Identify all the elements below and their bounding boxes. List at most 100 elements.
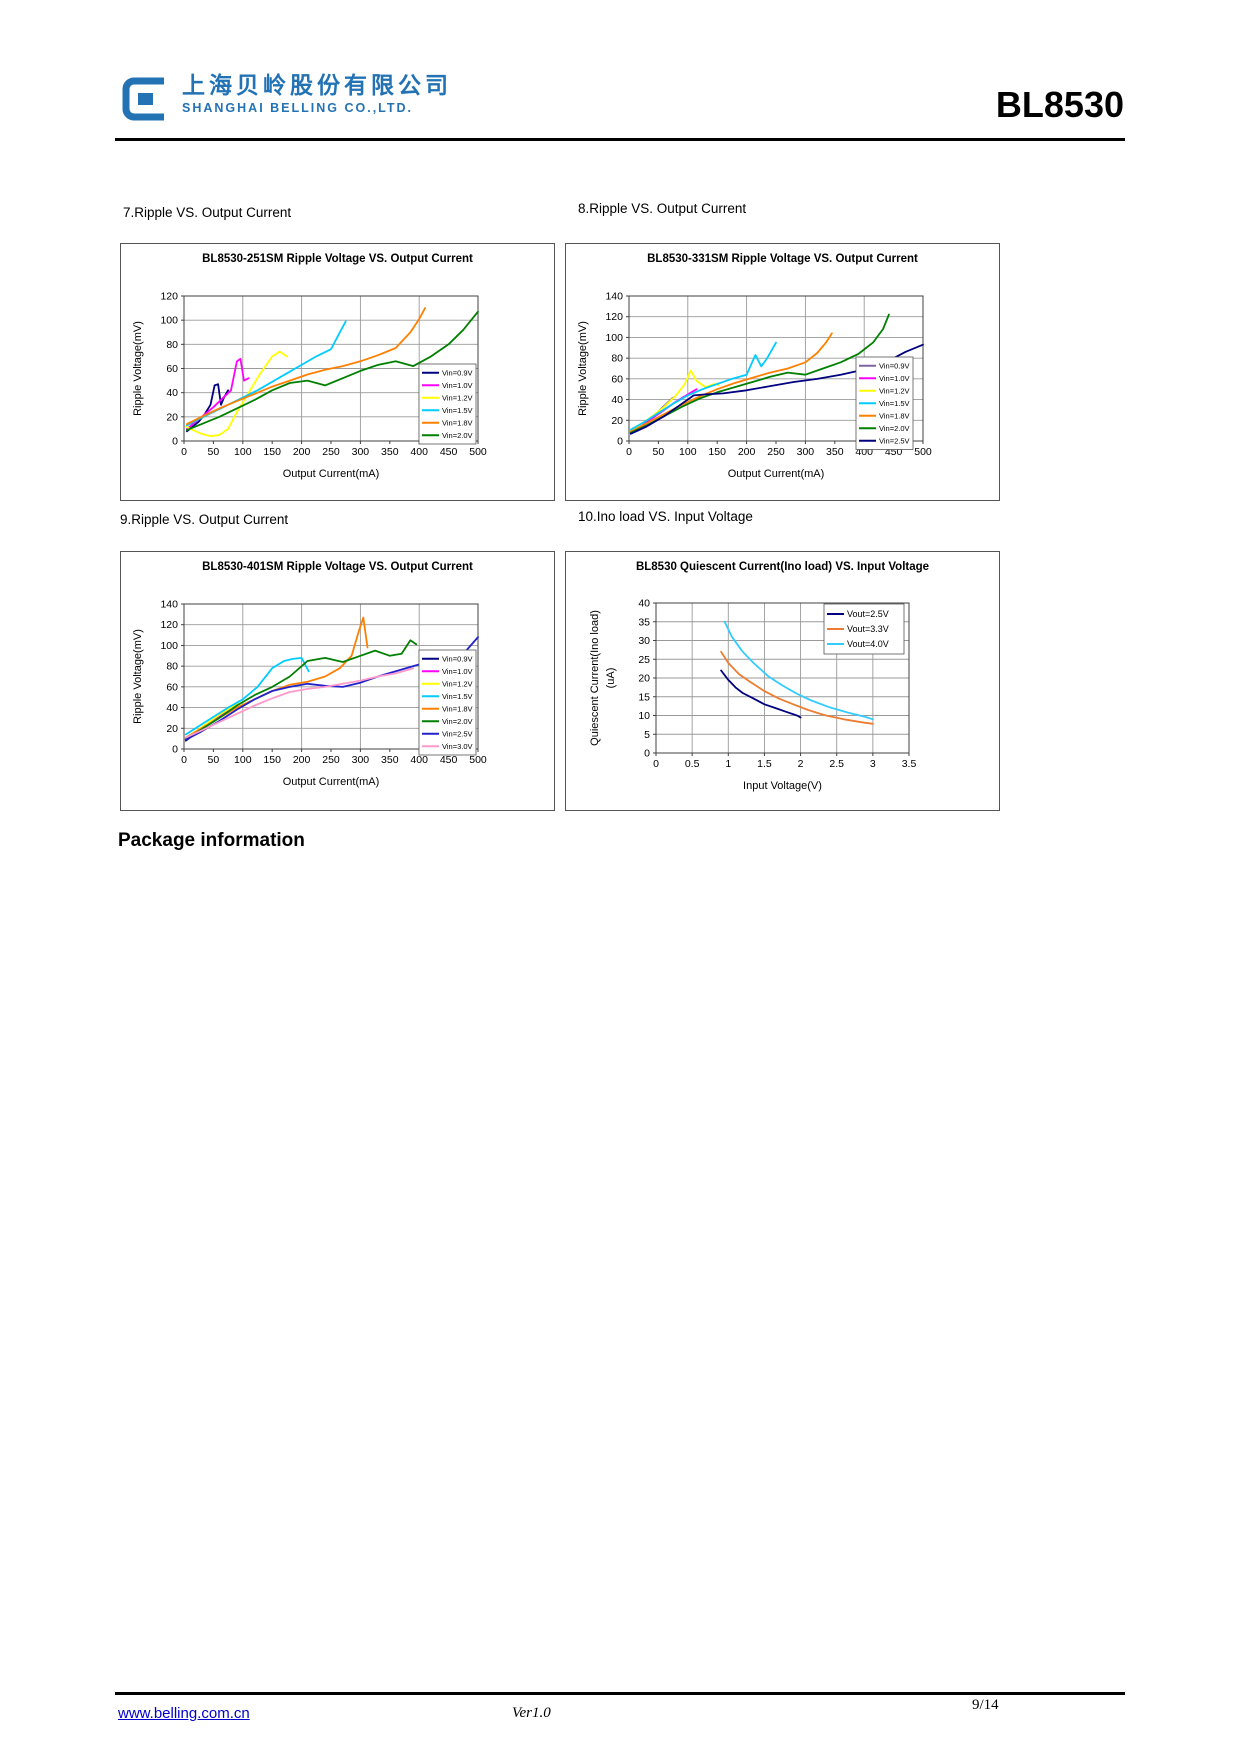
svg-text:300: 300	[352, 446, 370, 458]
svg-text:Vin=1.0V: Vin=1.0V	[442, 667, 473, 676]
chart-bl8530-quiescent-current: 0 0.5 1 1.5 2 2.5 3 3.5 0 5 10 15 20 25 30 35 40 Input Vo…	[565, 551, 1000, 811]
svg-text:40: 40	[166, 702, 178, 714]
svg-text:350: 350	[381, 446, 399, 458]
chart-title-251sm: BL8530-251SM Ripple Voltage VS. Output C…	[202, 253, 473, 265]
chart-title-quiescent: BL8530 Quiescent Current(Ino load) VS. I…	[635, 561, 930, 573]
svg-text:20: 20	[166, 723, 178, 735]
chart-canvas-331sm: 0 50 100 150 200 250 300 350 400 450 500 0 20 40 60 80 1…	[566, 244, 999, 500]
svg-text:50: 50	[208, 754, 220, 766]
company-name-chinese: 上海贝岭股份有限公司	[182, 72, 452, 98]
svg-text:Vin=2.0V: Vin=2.0V	[442, 431, 473, 440]
svg-text:Output Current(mA): Output Current(mA)	[728, 468, 825, 480]
svg-text:150: 150	[263, 446, 281, 458]
svg-text:Vin=0.9V: Vin=0.9V	[879, 361, 910, 370]
svg-text:200: 200	[293, 754, 311, 766]
svg-text:500: 500	[469, 754, 487, 766]
footer-divider	[115, 1692, 1125, 1695]
company-logo: 上海贝岭股份有限公司 SHANGHAI BELLING CO.,LTD.	[118, 72, 452, 131]
svg-text:Ripple Voltage(mV): Ripple Voltage(mV)	[577, 321, 589, 416]
svg-text:200: 200	[738, 446, 756, 458]
svg-text:Vin=2.5V: Vin=2.5V	[879, 436, 910, 445]
section-label-8: 8.Ripple VS. Output Current	[578, 201, 747, 216]
svg-text:30: 30	[638, 635, 650, 647]
svg-text:40: 40	[638, 598, 650, 610]
svg-text:250: 250	[322, 754, 340, 766]
svg-text:Vin=1.2V: Vin=1.2V	[442, 679, 473, 688]
svg-text:0: 0	[181, 754, 187, 766]
svg-text:20: 20	[638, 673, 650, 685]
svg-text:250: 250	[322, 446, 340, 458]
footer-website-link[interactable]: www.belling.com.cn	[118, 1705, 250, 1722]
svg-text:250: 250	[767, 446, 785, 458]
chart-svg: 0 50 100 150 200 250 300 350 400 450 5000204060801…	[132, 291, 487, 481]
svg-text:100: 100	[234, 754, 252, 766]
svg-text:Vout=3.3V: Vout=3.3V	[847, 624, 889, 634]
chart-title-331sm: BL8530-331SM Ripple Voltage VS. Output C…	[647, 253, 918, 265]
svg-text:0: 0	[617, 436, 623, 448]
svg-text:500: 500	[469, 446, 487, 458]
svg-text:Vin=1.0V: Vin=1.0V	[442, 381, 473, 390]
svg-text:100: 100	[160, 315, 178, 327]
part-number-title: BL8530	[995, 84, 1124, 125]
svg-text:Vin=1.8V: Vin=1.8V	[879, 411, 910, 420]
svg-text:Vin=2.0V: Vin=2.0V	[442, 717, 473, 726]
footer-page-number: 9/14	[972, 1697, 999, 1713]
svg-text:140: 140	[160, 599, 178, 611]
svg-text:60: 60	[166, 363, 178, 375]
svg-text:20: 20	[166, 411, 178, 423]
belling-logo-icon	[118, 72, 170, 131]
svg-text:5: 5	[644, 729, 650, 741]
svg-text:100: 100	[605, 332, 623, 344]
svg-text:Vin=3.0V: Vin=3.0V	[442, 742, 473, 751]
svg-text:Vin=1.5V: Vin=1.5V	[442, 692, 473, 701]
svg-text:60: 60	[166, 681, 178, 693]
svg-text:Vin=0.9V: Vin=0.9V	[442, 368, 473, 377]
svg-text:Vin=1.2V: Vin=1.2V	[442, 393, 473, 402]
svg-text:2: 2	[798, 758, 804, 770]
svg-text:Vin=1.8V: Vin=1.8V	[442, 418, 473, 427]
chart-bl8530-401sm-ripple: 0 50 100 150 200 250 300 350 400 450 500 0 20 40 60 80 1…	[120, 551, 555, 811]
svg-text:35: 35	[638, 616, 650, 628]
svg-text:80: 80	[166, 339, 178, 351]
svg-text:Vout=2.5V: Vout=2.5V	[847, 609, 889, 619]
svg-text:400: 400	[410, 754, 428, 766]
svg-text:450: 450	[440, 754, 458, 766]
svg-text:Vin=1.0V: Vin=1.0V	[879, 374, 910, 383]
svg-text:3.5: 3.5	[902, 758, 917, 770]
svg-text:Input Voltage(V): Input Voltage(V)	[743, 780, 822, 792]
chart-canvas-251sm: 0 50 100 150 200 250 300 350 400 450 500 0 20 40 60 80 1…	[121, 244, 554, 500]
svg-text:150: 150	[708, 446, 726, 458]
svg-text:25: 25	[638, 654, 650, 666]
svg-text:200: 200	[293, 446, 311, 458]
svg-text:0: 0	[172, 744, 178, 756]
section-label-7: 7.Ripple VS. Output Current	[123, 205, 292, 220]
svg-text:100: 100	[234, 446, 252, 458]
chart-bl8530-251sm-ripple: 0 50 100 150 200 250 300 350 400 450 500 0 20 40 60 80 1…	[120, 243, 555, 501]
svg-text:Vin=1.5V: Vin=1.5V	[879, 399, 910, 408]
chart-svg: 0 50 100 150 200 250 300 350 400 450 5000204060801…	[577, 291, 932, 481]
svg-text:350: 350	[826, 446, 844, 458]
svg-text:Vin=1.5V: Vin=1.5V	[442, 406, 473, 415]
section-label-10: 10.Ino load VS. Input Voltage	[578, 509, 753, 524]
svg-text:Vout=4.0V: Vout=4.0V	[847, 639, 889, 649]
chart-svg: 0 50 100 150 200 250 300 350 400 450 5000204060801…	[132, 599, 487, 789]
svg-text:50: 50	[208, 446, 220, 458]
svg-text:Vin=2.5V: Vin=2.5V	[442, 729, 473, 738]
chart-svg: 0 0.5 1 1.5 2 2.5 3 3.5 0 5 10 15 20 25 30 35 40 Input Vo…	[589, 598, 917, 793]
svg-text:120: 120	[605, 311, 623, 323]
svg-text:15: 15	[638, 691, 650, 703]
svg-text:140: 140	[605, 291, 623, 303]
chart-bl8530-331sm-ripple: 0 50 100 150 200 250 300 350 400 450 500 0 20 40 60 80 1…	[565, 243, 1000, 501]
svg-text:500: 500	[914, 446, 932, 458]
header-divider	[115, 138, 1125, 141]
svg-text:3: 3	[870, 758, 876, 770]
svg-text:0: 0	[181, 446, 187, 458]
svg-text:50: 50	[653, 446, 665, 458]
svg-text:Quiescent Current(Ino load): Quiescent Current(Ino load)	[589, 610, 601, 746]
svg-text:2.5: 2.5	[829, 758, 844, 770]
svg-text:80: 80	[166, 661, 178, 673]
chart-canvas-quiescent: 0 0.5 1 1.5 2 2.5 3 3.5 0 5 10 15 20 25 30 35 40 Input Vo…	[566, 552, 999, 810]
svg-text:1.5: 1.5	[757, 758, 772, 770]
package-information-heading: Package information	[118, 830, 305, 851]
